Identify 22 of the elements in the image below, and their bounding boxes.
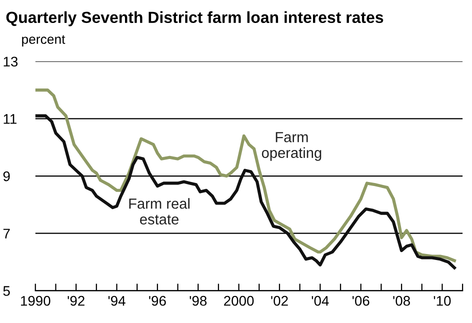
x-tick-label: '08 xyxy=(393,296,410,306)
line-series xyxy=(35,88,456,262)
series-label: Farm operating xyxy=(262,132,322,161)
x-tick-label: 2000 xyxy=(224,296,254,306)
x-tick-label: '94 xyxy=(108,296,126,306)
y-tick-label: 13 xyxy=(4,56,18,67)
x-tick-label: '10 xyxy=(434,296,451,306)
line-series xyxy=(35,114,456,270)
chart-title: Quarterly Seventh District farm loan interest rates xyxy=(6,11,384,26)
y-axis-title: percent xyxy=(22,35,66,47)
x-tick-label: '06 xyxy=(352,296,370,306)
y-tick-label: 9 xyxy=(3,171,10,182)
y-tick-label: 11 xyxy=(4,114,16,124)
x-tick-label: '98 xyxy=(190,296,207,306)
x-tick-label: '02 xyxy=(271,296,288,306)
y-tick-label: 5 xyxy=(3,286,10,296)
x-tick-label: '04 xyxy=(312,296,329,306)
x-tick-label: '92 xyxy=(68,296,84,306)
x-tick-label: 1990 xyxy=(21,296,50,306)
x-tick-label: '96 xyxy=(149,296,166,306)
series-label: Farm real estate xyxy=(129,198,190,224)
y-tick-label: 7 xyxy=(3,228,10,238)
